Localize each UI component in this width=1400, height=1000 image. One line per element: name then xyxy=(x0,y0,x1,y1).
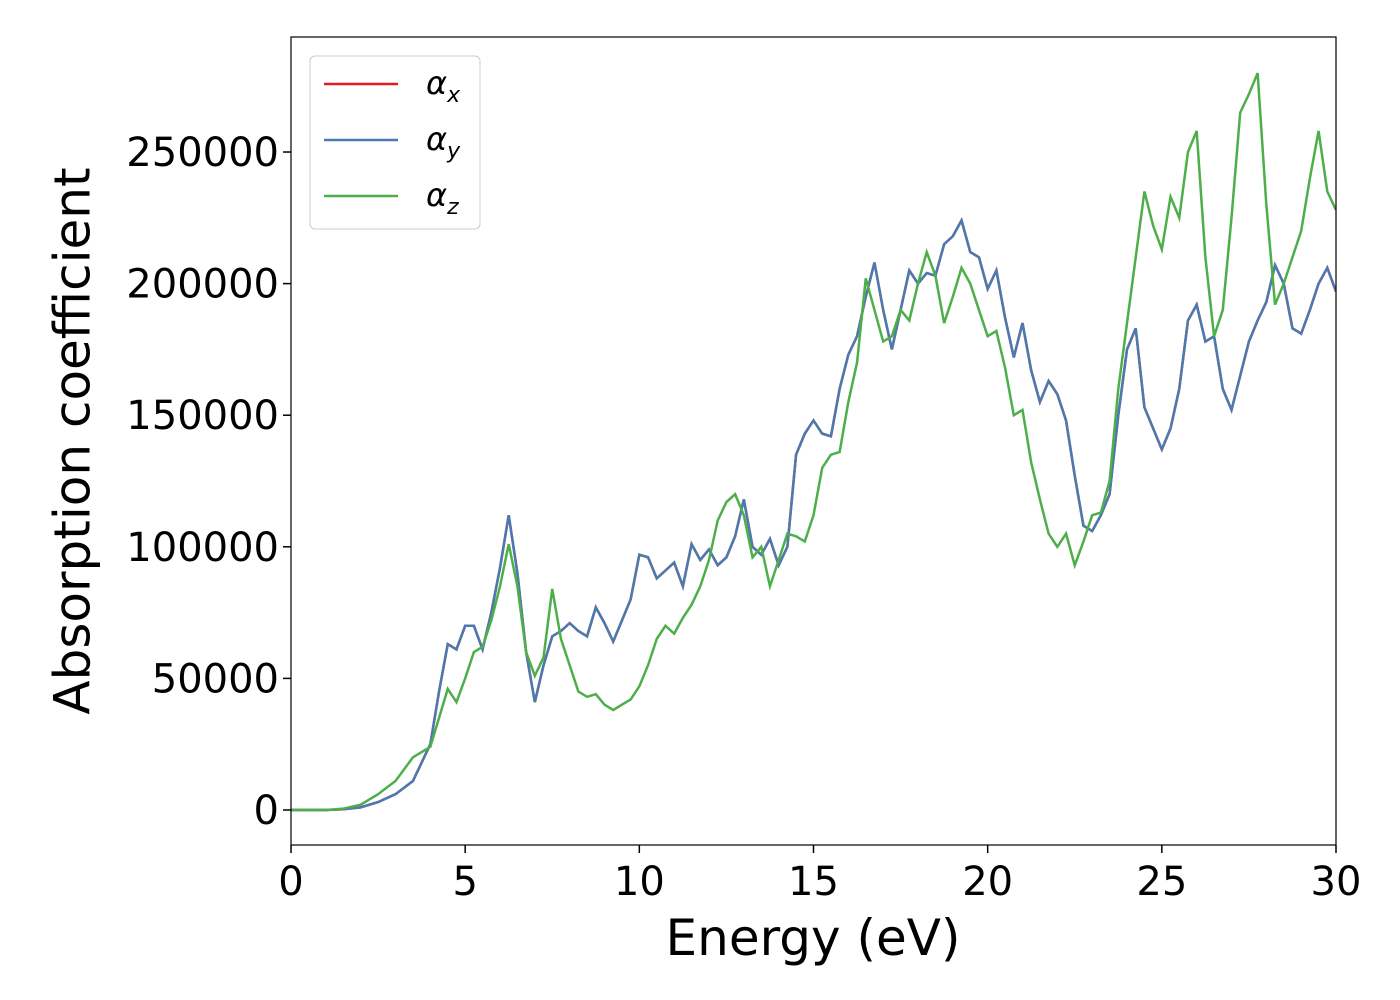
x-tick-label: 10 xyxy=(614,859,665,905)
y-tick-label: 100000 xyxy=(126,525,279,571)
x-tick-label: 0 xyxy=(278,859,303,905)
x-tick-label: 25 xyxy=(1136,859,1187,905)
y-tick-label: 200000 xyxy=(126,262,279,308)
y-tick-label: 150000 xyxy=(126,393,279,439)
y-tick-label: 50000 xyxy=(152,656,279,702)
plot-frame xyxy=(290,36,1337,846)
y-tick-label: 0 xyxy=(254,788,279,834)
x-tick-label: 30 xyxy=(1311,859,1362,905)
y-axis-label: Absorption coefficient xyxy=(44,167,102,714)
y-tick-label: 250000 xyxy=(126,130,279,176)
series-line xyxy=(291,217,1336,812)
legend-box xyxy=(309,55,481,230)
x-tick-label: 5 xyxy=(452,859,477,905)
series-line xyxy=(291,72,1336,812)
x-tick-label: 20 xyxy=(962,859,1013,905)
x-axis-label: Energy (eV) xyxy=(666,909,961,967)
x-tick-label: 15 xyxy=(788,859,839,905)
